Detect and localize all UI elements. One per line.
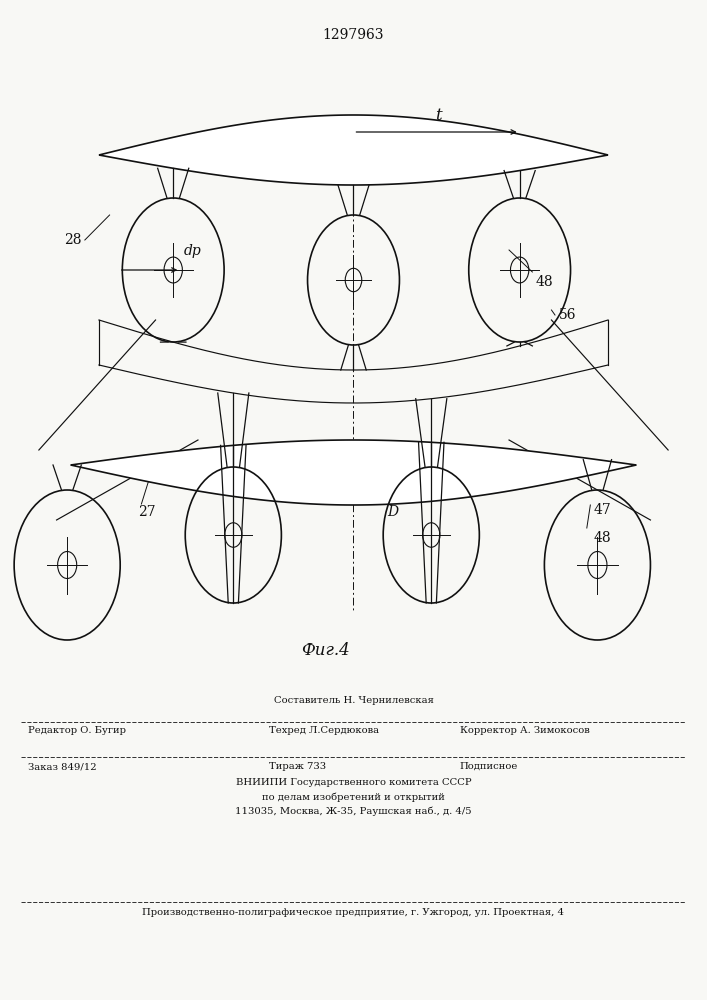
Text: t: t	[435, 107, 442, 124]
Text: 113035, Москва, Ж-35, Раушская наб., д. 4/5: 113035, Москва, Ж-35, Раушская наб., д. …	[235, 806, 472, 816]
Text: 1297963: 1297963	[323, 28, 384, 42]
Text: 48: 48	[594, 531, 612, 545]
Text: Техред Л.Сердюкова: Техред Л.Сердюкова	[269, 726, 379, 735]
Text: Тираж 733: Тираж 733	[269, 762, 326, 771]
Text: ВНИИПИ Государственного комитета СССР: ВНИИПИ Государственного комитета СССР	[235, 778, 472, 787]
Text: Фиг.4: Фиг.4	[301, 642, 349, 659]
Text: Производственно-полиграфическое предприятие, г. Ужгород, ул. Проектная, 4: Производственно-полиграфическое предприя…	[143, 908, 564, 917]
Text: Составитель Н. Чернилевская: Составитель Н. Чернилевская	[274, 696, 433, 705]
Text: 28: 28	[64, 233, 81, 247]
Text: Подписное: Подписное	[460, 762, 518, 771]
Text: Корректор А. Зимокосов: Корректор А. Зимокосов	[460, 726, 590, 735]
Text: 56: 56	[559, 308, 576, 322]
Text: D: D	[387, 505, 399, 519]
Text: dp: dp	[184, 244, 201, 258]
Text: по делам изобретений и открытий: по делам изобретений и открытий	[262, 792, 445, 802]
Text: Редактор О. Бугир: Редактор О. Бугир	[28, 726, 127, 735]
Text: 48: 48	[536, 275, 554, 289]
Text: Заказ 849/12: Заказ 849/12	[28, 762, 97, 771]
Polygon shape	[99, 115, 608, 185]
Text: 27: 27	[138, 505, 156, 519]
Text: 47: 47	[594, 503, 612, 517]
Polygon shape	[71, 440, 636, 505]
